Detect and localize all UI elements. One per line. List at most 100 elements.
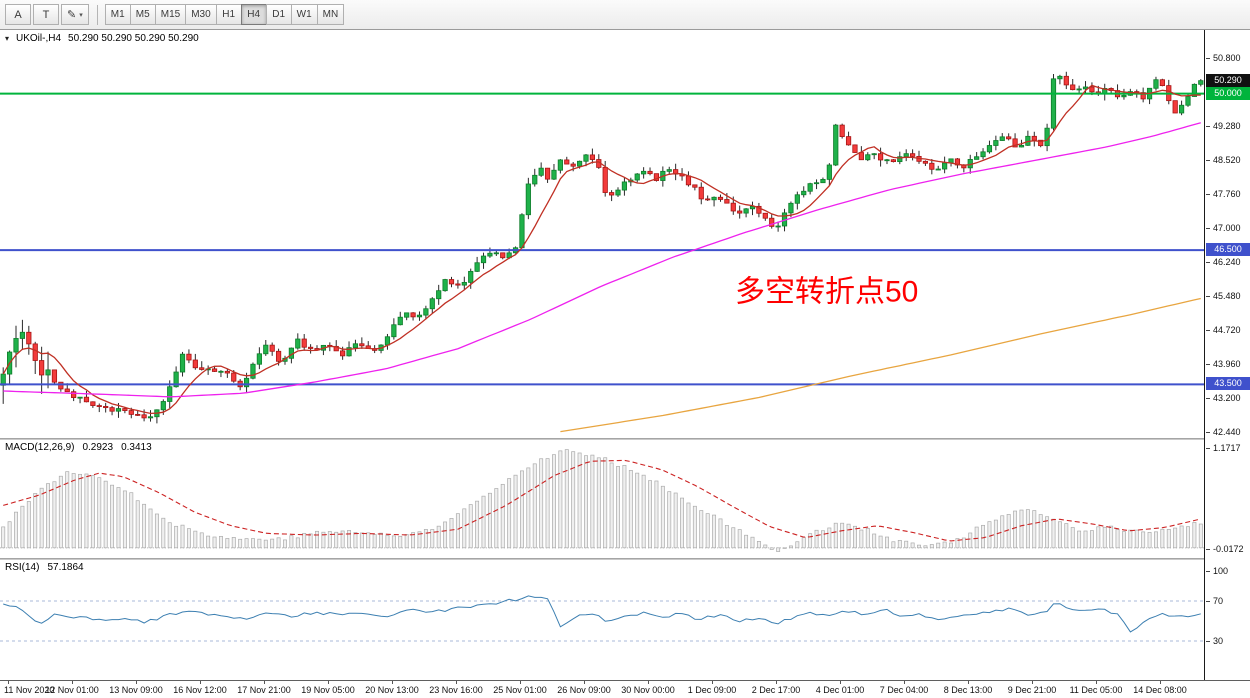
timeframe-button-w1[interactable]: W1 — [290, 4, 318, 25]
toolbar-separator — [96, 4, 98, 25]
timeframe-button-mn[interactable]: MN — [316, 4, 345, 25]
chart-ohlc-header: ▾ UKOil-,H4 50.290 50.290 50.290 50.290 — [5, 33, 199, 44]
time-tick-mark — [1160, 681, 1161, 684]
time-axis-label: 26 Nov 09:00 — [557, 685, 611, 695]
candlesticks — [0, 71, 1204, 424]
price-tick: 45.480 — [1205, 290, 1250, 302]
time-axis-label: 11 Nov 2020 — [4, 685, 55, 695]
ma-fast-line — [2, 84, 1201, 415]
macd-scale-tick: 1.1717 — [1205, 442, 1250, 454]
symbol-period-label: UKOil-,H4 — [16, 33, 62, 44]
timeframe-button-h1[interactable]: H1 — [215, 4, 242, 25]
timeframe-button-m30[interactable]: M30 — [185, 4, 217, 25]
chevron-down-icon: ▾ — [79, 11, 83, 19]
rsi-scale-tick: 70 — [1205, 595, 1250, 607]
time-axis-label: 12 Nov 01:00 — [45, 685, 99, 695]
time-axis-label: 20 Nov 13:00 — [365, 685, 419, 695]
time-axis-label: 14 Dec 08:00 — [1133, 685, 1187, 695]
chart-window: 多空转折点50 50.800 49.280 48.520 47.760 47.000 46… — [0, 30, 1250, 698]
rsi-canvas[interactable] — [0, 560, 1204, 680]
time-tick-mark — [8, 681, 9, 684]
time-tick-mark — [1096, 681, 1097, 684]
symbol-dropdown-icon[interactable]: ▾ — [5, 34, 10, 43]
time-axis-label: 16 Nov 12:00 — [173, 685, 227, 695]
time-tick-mark — [72, 681, 73, 684]
time-axis-label: 2 Dec 17:00 — [751, 685, 801, 695]
timeframe-button-m1[interactable]: M1 — [104, 4, 131, 25]
tool-button-annotation[interactable]: A — [5, 4, 31, 25]
macd-signal-line — [3, 459, 1201, 542]
price-tick: 43.200 — [1205, 392, 1250, 404]
current-price-badge: 50.290 — [1206, 73, 1250, 87]
tool-button-text[interactable]: T — [33, 4, 59, 25]
panel-separator-main-macd[interactable] — [0, 438, 1250, 440]
rsi-label: RSI(14) 57.1864 — [5, 562, 84, 573]
trend-annotation-text[interactable]: 多空转折点50 — [735, 276, 918, 309]
timeframe-button-m15[interactable]: M15 — [154, 4, 187, 25]
panel-separator-macd-rsi[interactable] — [0, 558, 1250, 560]
time-axis-label: 17 Nov 21:00 — [237, 685, 291, 695]
hline-price-badge: 46.500 — [1206, 243, 1250, 257]
price-tick: 46.240 — [1205, 256, 1250, 268]
macd-main-value: 0.2923 — [82, 442, 114, 453]
time-axis-label: 13 Nov 09:00 — [109, 685, 163, 695]
text-icon: T — [42, 8, 50, 21]
price-tick: 47.760 — [1205, 188, 1250, 200]
time-axis-label: 8 Dec 13:00 — [943, 685, 993, 695]
time-axis-label: 19 Nov 05:00 — [301, 685, 355, 695]
toolbar: A T ✎ ▾ M1 M5 M15 M30 H1 H4 D1 W1 MN — [0, 0, 1250, 30]
time-axis-label: 23 Nov 16:00 — [429, 685, 483, 695]
main-chart-panel[interactable]: 多空转折点50 — [0, 31, 1204, 438]
time-tick-mark — [200, 681, 201, 684]
macd-name: MACD(12,26,9) — [5, 442, 75, 453]
time-tick-mark — [776, 681, 777, 684]
price-tick: 47.000 — [1205, 222, 1250, 234]
annotation-icon: A — [14, 8, 22, 21]
time-axis-label: 9 Dec 21:00 — [1007, 685, 1057, 695]
time-tick-mark — [712, 681, 713, 684]
price-tick: 43.960 — [1205, 358, 1250, 370]
macd-signal-value: 0.3413 — [121, 442, 152, 453]
price-scale[interactable]: 50.800 49.280 48.520 47.760 47.000 46.240 45.4… — [1204, 30, 1250, 680]
timeframe-button-d1[interactable]: D1 — [265, 4, 292, 25]
tool-button-colors[interactable]: ✎ ▾ — [61, 4, 89, 25]
rsi-panel[interactable] — [0, 560, 1204, 680]
time-axis-label: 25 Nov 01:00 — [493, 685, 547, 695]
time-tick-mark — [904, 681, 905, 684]
rsi-name: RSI(14) — [5, 562, 40, 573]
timeframe-button-h4[interactable]: H4 — [240, 4, 267, 25]
ma-slow-line — [560, 297, 1201, 433]
time-axis-label: 1 Dec 09:00 — [687, 685, 737, 695]
time-tick-mark — [328, 681, 329, 684]
rsi-line — [3, 595, 1201, 633]
macd-canvas[interactable] — [0, 440, 1204, 558]
time-tick-mark — [1032, 681, 1033, 684]
time-axis-label: 7 Dec 04:00 — [879, 685, 929, 695]
time-scale[interactable]: 11 Nov 2020 12 Nov 01:00 13 Nov 09:00 16 No… — [0, 680, 1250, 698]
time-axis-label: 30 Nov 00:00 — [621, 685, 675, 695]
hline-price-badge: 50.000 — [1206, 86, 1250, 100]
time-axis-label: 11 Dec 05:00 — [1069, 685, 1123, 695]
time-tick-mark — [968, 681, 969, 684]
time-tick-mark — [648, 681, 649, 684]
rsi-scale-tick: 100 — [1205, 565, 1250, 577]
macd-panel[interactable] — [0, 440, 1204, 558]
main-chart-canvas[interactable]: 多空转折点50 — [0, 31, 1204, 438]
time-tick-mark — [136, 681, 137, 684]
ma-mid-line — [3, 122, 1201, 398]
ohlc-values: 50.290 50.290 50.290 50.290 — [68, 33, 199, 44]
time-tick-mark — [584, 681, 585, 684]
time-tick-mark — [456, 681, 457, 684]
price-tick: 42.440 — [1205, 426, 1250, 438]
price-tick: 50.800 — [1205, 52, 1250, 64]
time-axis-label: 4 Dec 01:00 — [815, 685, 865, 695]
rsi-scale-tick: 30 — [1205, 635, 1250, 647]
hline-price-badge: 43.500 — [1206, 377, 1250, 391]
timeframe-button-m5[interactable]: M5 — [129, 4, 156, 25]
time-tick-mark — [264, 681, 265, 684]
timeframes-group: M1 M5 M15 M30 H1 H4 D1 W1 MN — [104, 4, 345, 25]
colors-icon: ✎ — [67, 9, 77, 21]
price-tick: 44.720 — [1205, 324, 1250, 336]
macd-histogram — [1, 449, 1203, 552]
time-tick-mark — [520, 681, 521, 684]
